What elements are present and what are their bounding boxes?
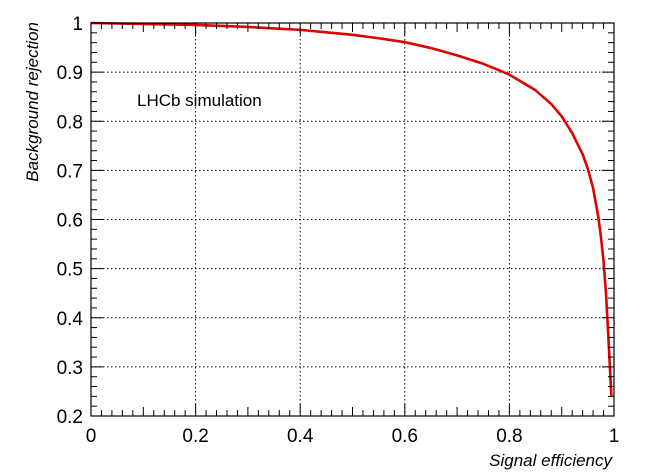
y-tick-label: 0.4: [57, 309, 84, 330]
axis-ticks: [90, 22, 615, 417]
y-tick-label: 0.5: [57, 260, 83, 281]
x-tick-label: 0.6: [392, 426, 418, 447]
y-tick-label: 0.2: [57, 407, 83, 428]
x-tick-label: 0.4: [287, 426, 314, 447]
y-tick-label: 0.7: [57, 161, 83, 182]
tick-labels: 0 0.2 0.4 0.6 0.8 10.20.30.40.50.60.70.80.91: [57, 14, 620, 447]
x-tick-label: 0.2: [182, 426, 208, 447]
y-tick-label: 0.6: [57, 211, 83, 232]
annotation-lhcb-simulation: LHCb simulation: [137, 91, 262, 110]
roc-curve: [90, 21, 613, 397]
grid-lines: [91, 23, 614, 416]
x-tick-label: 0.8: [496, 426, 522, 447]
x-tick-label: 1: [609, 426, 620, 447]
x-axis-title: Signal efficiency: [489, 451, 613, 470]
y-tick-label: 1: [72, 14, 83, 35]
y-tick-label: 0.3: [57, 358, 83, 379]
y-tick-label: 0.9: [57, 63, 83, 84]
y-axis-title: Background rejection: [23, 22, 42, 182]
y-tick-label: 0.8: [57, 112, 83, 133]
x-tick-label: 0: [86, 426, 97, 447]
series-curves: [90, 21, 613, 397]
